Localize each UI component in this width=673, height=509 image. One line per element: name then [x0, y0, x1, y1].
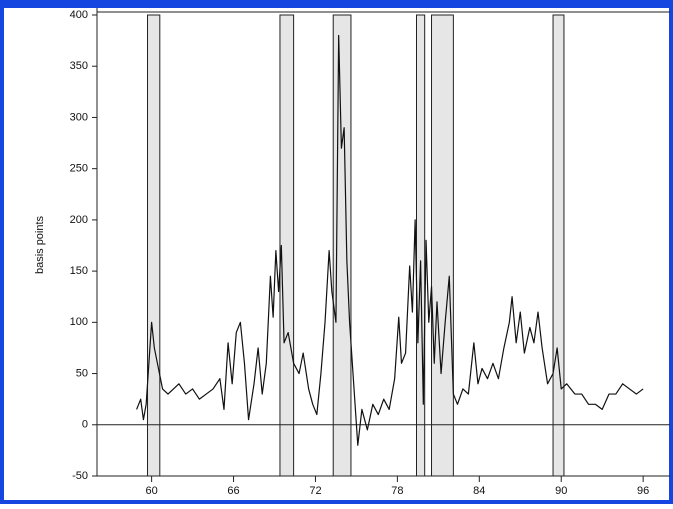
x-tick-label: 60: [145, 485, 157, 497]
y-tick-label: 50: [76, 367, 88, 379]
right-border: [669, 0, 673, 504]
bottom-border: [0, 500, 673, 504]
shaded-period: [332, 14, 352, 477]
x-tick-label: 84: [473, 485, 485, 497]
x-tick-label: 72: [309, 485, 321, 497]
plot: 400 350 300 250 200 150 100 50 0 -50 60 66 72 78 84 90 9…: [70, 8, 670, 497]
y-tick-label: 400: [70, 9, 88, 21]
y-tick-label: 200: [70, 214, 88, 226]
shaded-period: [147, 14, 161, 477]
shaded-period: [279, 14, 295, 477]
top-border: [0, 0, 673, 8]
y-tick-label: 300: [70, 111, 88, 123]
shaded-period: [431, 14, 454, 477]
left-border: [0, 0, 4, 504]
shaded-period: [552, 14, 565, 477]
y-tick-label: 250: [70, 163, 88, 175]
shaded-period: [416, 14, 426, 477]
y-tick-label: 0: [82, 419, 88, 431]
data-line: [136, 34, 644, 446]
y-tick-label: 350: [70, 60, 88, 72]
x-tick-label: 90: [555, 485, 567, 497]
x-tick-label: 66: [227, 485, 239, 497]
y-tick-label: -50: [72, 470, 88, 482]
y-tick-label: 150: [70, 265, 88, 277]
y-axis-label: basis points: [34, 215, 46, 274]
x-tick-label: 96: [637, 485, 649, 497]
y-tick-label: 100: [70, 316, 88, 328]
x-tick-label: 78: [391, 485, 403, 497]
